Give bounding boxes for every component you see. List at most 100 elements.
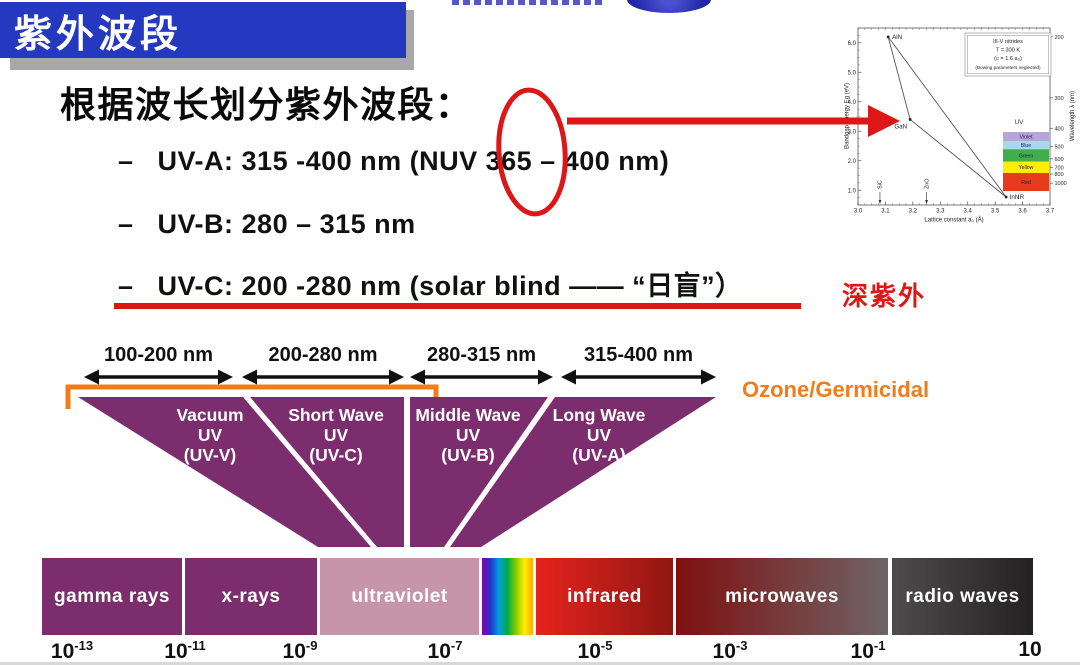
- color-band-yellow: [1003, 161, 1049, 173]
- spectrum-segment-gamma-rays: gamma rays: [42, 558, 182, 635]
- wedge-label: UV: [456, 425, 481, 445]
- y-tick-label: 6.0: [848, 41, 857, 47]
- bullet-text: UV-B: 280 – 315 nm: [157, 209, 416, 239]
- wedge-label: UV: [324, 425, 349, 445]
- wedge-label: (UV-C): [309, 445, 362, 465]
- annotation-box: [964, 32, 1052, 77]
- spectrum-segment-label: radio waves: [905, 585, 1020, 607]
- wavelength-tick-label: 1000: [1055, 181, 1067, 187]
- color-band-blue: [1003, 141, 1049, 150]
- wedge-label: (UV-V): [184, 445, 237, 465]
- spectrum-segment-label: infrared: [567, 585, 642, 607]
- bullet-dash: –: [118, 271, 134, 301]
- uv-wedge: [250, 397, 404, 547]
- spectrum-segment-label: microwaves: [725, 585, 839, 607]
- uv-wedge: [410, 397, 548, 547]
- range-arrow-head-left: [561, 369, 576, 385]
- range-arrow-head-left: [410, 369, 425, 385]
- ozone-germicidal-label: Ozone/Germicidal: [742, 377, 929, 402]
- x-tick-label: 3.4: [964, 209, 973, 215]
- wavelength-tick-label: 200: [1055, 35, 1064, 41]
- point-label: AlN: [892, 34, 902, 41]
- bullet-item: – UV-A: 315 -400 nm (NUV 365 – 400 nm): [118, 146, 669, 177]
- x-axis-title: Lattice constant a₀ (Å): [924, 217, 983, 224]
- point-label: InN: [1010, 194, 1020, 201]
- y-tick-label: 3.0: [848, 129, 857, 135]
- spectrum-segment-visible-light: [482, 558, 533, 635]
- triangle-edge: [909, 119, 1007, 198]
- substrate-label: SiC: [878, 180, 884, 189]
- range-arrow-head-right: [538, 369, 553, 385]
- spectrum-segment-label: ultraviolet: [351, 585, 448, 607]
- color-band-label: Blue: [1021, 143, 1031, 149]
- annotation-line: T = 300 K: [996, 48, 1021, 54]
- color-band-green: [1003, 149, 1049, 162]
- x-tick-label: 3.3: [936, 209, 945, 215]
- spectrum-axis-tick: 10-11: [164, 638, 206, 663]
- bullet-dash: –: [118, 146, 134, 176]
- wedge-label: Middle Wave: [415, 405, 521, 425]
- annotation-box-inner: [967, 35, 1049, 74]
- range-arrow-head-left: [242, 369, 257, 385]
- y-tick-label: 5.0: [848, 70, 857, 76]
- triangle-edge: [887, 36, 911, 120]
- annotation-line: (Bowing parameters neglected): [975, 65, 1041, 70]
- x-tick-label: 3.6: [1018, 209, 1027, 215]
- ozone-bracket: [65, 384, 439, 409]
- bullet-text: UV-A: 315 -400 nm (NUV 365 – 400 nm): [157, 146, 670, 176]
- uv-wedge: [450, 397, 716, 547]
- spectrum-segment-ultraviolet: ultraviolet: [320, 558, 479, 635]
- wavelength-tick-label: 600: [1055, 157, 1064, 163]
- x-tick-label: 3.7: [1046, 209, 1055, 215]
- wedge-label: Vacuum: [176, 405, 243, 425]
- spectrum-axis-tick: 10-9: [282, 638, 318, 663]
- y2-axis-title: Wavelength λ (nm): [1070, 91, 1076, 141]
- spectrum-axis-tick: 10-3: [712, 638, 748, 663]
- x-tick-label: 3.5: [991, 209, 1000, 215]
- wedge-label: (UV-B): [441, 445, 494, 465]
- bullet-text: UV-C: 200 -280 nm (solar blind —— “日盲”）: [157, 271, 743, 301]
- spectrum-axis-tick: 10-13: [50, 638, 94, 663]
- spectrum-segment-infrared: infrared: [536, 558, 673, 635]
- spectrum-axis-tick: 10-5: [577, 638, 613, 663]
- color-band-label: Violet: [1020, 135, 1033, 141]
- spectrum-axis-tick: 10: [1018, 638, 1042, 661]
- y-tick-label: 4.0: [848, 100, 857, 106]
- bandgap-chart: 3.0 3.1 3.2 3.3 3.4 3.5 3.6 3.7 1.0 2.0 3.0 4.0 5.0 6…: [845, 27, 1076, 224]
- bottom-edge: [0, 662, 1080, 665]
- uv-wedge: [78, 397, 371, 547]
- color-band-label: Red: [1021, 180, 1031, 186]
- y-tick-label: 1.0: [848, 188, 857, 194]
- range-arrow-head-left: [84, 369, 99, 385]
- bullet-item: – UV-B: 280 – 315 nm: [118, 209, 416, 240]
- wedge-label: Short Wave: [288, 405, 384, 425]
- wavelength-tick-label: 700: [1055, 165, 1064, 171]
- range-arrow-head-right: [218, 369, 233, 385]
- wedge-label: UV: [198, 425, 223, 445]
- range-arrow-head-right: [701, 369, 716, 385]
- section-heading: 根据波长划分紫外波段：: [60, 84, 473, 125]
- data-point-GaN: [908, 118, 912, 121]
- data-point-AlN: [886, 35, 890, 39]
- spectrum-axis-tick: 10-1: [850, 638, 886, 663]
- color-band-violet: [1003, 132, 1049, 142]
- color-band-red: [1003, 172, 1049, 192]
- spectrum-segment-radio-waves: radio waves: [892, 558, 1033, 635]
- page-title: 紫外波段: [14, 13, 183, 56]
- wavelength-tick-label: 400: [1055, 126, 1064, 132]
- university-logo: [627, 0, 711, 13]
- point-label: GaN: [894, 123, 907, 130]
- wedge-label: Long Wave: [553, 405, 646, 425]
- spectrum-segment-x-rays: x-rays: [185, 558, 317, 635]
- spectrum-segment-microwaves: microwaves: [676, 558, 888, 635]
- ir-region-label: IR: [1018, 194, 1025, 201]
- x-tick-label: 3.2: [909, 209, 918, 215]
- spectrum-axis-tick: 10-7: [427, 638, 463, 663]
- bullet-item: – UV-C: 200 -280 nm (solar blind —— “日盲”）: [118, 264, 743, 303]
- data-point-InN: [1004, 195, 1008, 199]
- cropped-header-text: [452, 0, 602, 5]
- range-label: 280-315 nm: [427, 344, 536, 366]
- annotation-line: (c = 1.6 a₀): [994, 56, 1022, 62]
- wavelength-tick-label: 500: [1055, 145, 1064, 151]
- title-banner: 紫外波段: [0, 2, 406, 58]
